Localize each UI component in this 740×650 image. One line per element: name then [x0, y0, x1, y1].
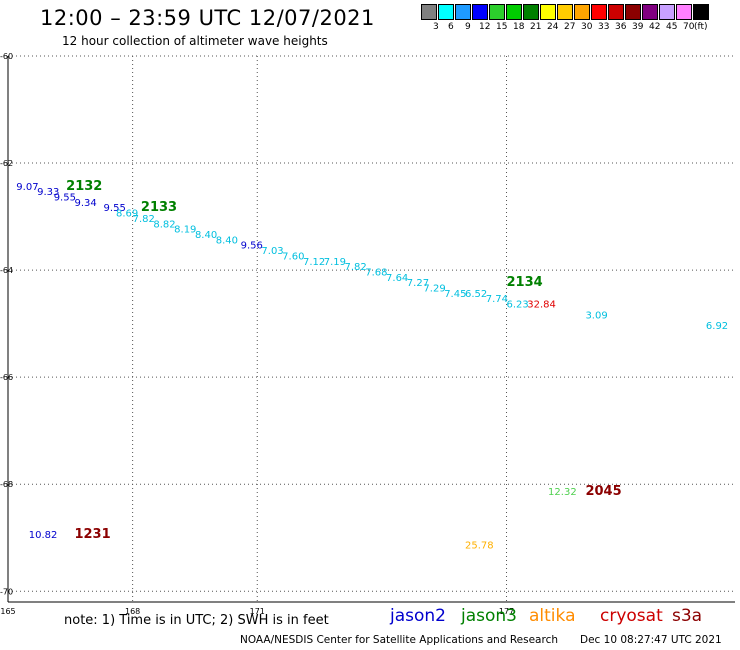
legend-item-s3a: s3a [672, 606, 703, 626]
colorbar-swatch [625, 4, 641, 20]
wave-height-label: 7.27 [407, 278, 429, 289]
legend-item-jason2: jason2 [390, 606, 446, 626]
colorbar-label: 15 [496, 22, 508, 32]
legend-item-altika: altika [529, 606, 576, 626]
map-subtitle: 12 hour collection of altimeter wave hei… [62, 34, 328, 48]
wave-height-label: 7.82 [344, 262, 366, 273]
wave-height-label: 7.64 [386, 273, 408, 284]
wave-height-label: 6.23 [507, 300, 529, 311]
latitude-tick-label: -60 [0, 52, 13, 61]
colorbar-label: 36 [615, 22, 627, 32]
colorbar-swatch [591, 4, 607, 20]
wave-height-label: 7.74 [486, 294, 508, 305]
colorbar-swatch [421, 4, 437, 20]
wave-height-label: 7.29 [423, 284, 445, 295]
wave-height-label: 7.12 [303, 257, 325, 268]
credit-date: Dec 10 08:27:47 UTC 2021 [580, 634, 722, 646]
wave-height-label: 9.07 [16, 182, 38, 193]
pass-number-label: 2133 [141, 200, 177, 215]
colorbar-label: 42 [649, 22, 661, 32]
colorbar-swatch [557, 4, 573, 20]
wave-height-label: 9.34 [74, 198, 96, 209]
wave-height-label: 10.82 [29, 530, 58, 541]
latitude-tick-label: -62 [0, 159, 13, 168]
colorbar-label: 27 [564, 22, 576, 32]
wave-height-label: 25.78 [465, 540, 494, 551]
colorbar-label: 33 [598, 22, 610, 32]
wave-height-label: 7.60 [282, 251, 304, 262]
colorbar-swatch [608, 4, 624, 20]
wave-height-label: 8.40 [195, 230, 217, 241]
colorbar-swatch [455, 4, 471, 20]
wave-height-label: 9.56 [241, 241, 263, 252]
wave-height-label: 7.82 [133, 214, 155, 225]
wave-height-label: 9.33 [37, 187, 59, 198]
wave-height-label: 9.55 [54, 193, 76, 204]
colorbar-label: 30 [581, 22, 593, 32]
pass-number-label: 2134 [507, 275, 543, 290]
colorbar-swatch [693, 4, 709, 20]
colorbar-label: (ft) [694, 22, 708, 32]
colorbar-swatch [438, 4, 454, 20]
colorbar-label: 3 [433, 22, 439, 32]
footer-note: note: 1) Time is in UTC; 2) SWH is in fe… [64, 613, 329, 628]
colorbar-label: 18 [513, 22, 525, 32]
latitude-tick-label: -66 [0, 373, 13, 382]
longitude-tick-label: 168 [125, 607, 140, 616]
colorbar-label: 9 [465, 22, 471, 32]
colorbar-swatch [676, 4, 692, 20]
colorbar-swatch [642, 4, 658, 20]
pass-number-label: 1231 [74, 527, 110, 542]
colorbar-swatch [574, 4, 590, 20]
colorbar-label: 21 [530, 22, 542, 32]
latitude-tick-label: -68 [0, 480, 13, 489]
wave-height-label: 8.19 [174, 225, 196, 236]
wave-height-label: 6.92 [706, 321, 728, 332]
longitude-tick-label: 165 [0, 607, 15, 616]
colorbar-swatch [540, 4, 556, 20]
wave-height-label: 8.82 [153, 219, 175, 230]
legend-item-cryosat: cryosat [600, 606, 663, 626]
colorbar-label: 70 [683, 22, 695, 32]
wave-height-label: 6.52 [465, 289, 487, 300]
colorbar-label: 12 [479, 22, 491, 32]
colorbar-label: 6 [448, 22, 454, 32]
wave-height-label: 8.40 [216, 235, 238, 246]
wave-height-label: 7.19 [324, 257, 346, 268]
wave-height-label: 32.84 [527, 300, 556, 311]
latitude-tick-label: -70 [0, 587, 13, 596]
colorbar-swatch [489, 4, 505, 20]
longitude-tick-label: 171 [250, 607, 265, 616]
legend-item-jason3: jason3 [461, 606, 517, 626]
wave-height-label: 9.55 [104, 203, 126, 214]
pass-number-label: 2132 [66, 179, 102, 194]
latitude-tick-label: -64 [0, 266, 13, 275]
longitude-tick-label: 177 [499, 607, 514, 616]
wave-height-label: 8.69 [116, 209, 138, 220]
colorbar-swatch [472, 4, 488, 20]
wave-height-label: 7.45 [444, 289, 466, 300]
colorbar-label: 24 [547, 22, 559, 32]
map-title: 12:00 – 23:59 UTC 12/07/2021 [40, 6, 375, 30]
colorbar-label: 39 [632, 22, 644, 32]
wave-height-label: 3.09 [585, 310, 607, 321]
colorbar-swatch [659, 4, 675, 20]
wave-height-label: 7.03 [261, 246, 283, 257]
colorbar-swatch [506, 4, 522, 20]
credit-text: NOAA/NESDIS Center for Satellite Applica… [240, 634, 558, 646]
wave-height-colorbar [421, 4, 710, 20]
wave-height-label: 7.68 [365, 267, 387, 278]
pass-number-label: 2045 [585, 484, 621, 499]
colorbar-label: 45 [666, 22, 678, 32]
colorbar-swatch [523, 4, 539, 20]
wave-height-label: 12.32 [548, 487, 577, 498]
